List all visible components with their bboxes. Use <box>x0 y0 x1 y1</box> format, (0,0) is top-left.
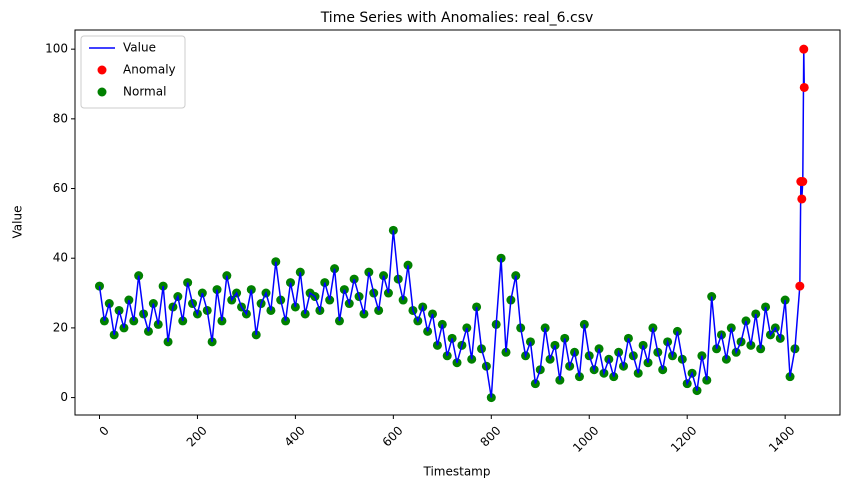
scatter-point <box>94 281 104 291</box>
scatter-point <box>795 281 805 291</box>
y-tick-label: 100 <box>45 42 68 56</box>
x-tick-label: 200 <box>184 423 210 449</box>
legend-marker <box>97 87 107 97</box>
line-series <box>98 49 805 398</box>
chart-title: Time Series with Anomalies: real_6.csv <box>320 10 594 26</box>
x-axis-label: Timestamp <box>423 465 491 479</box>
x-tick-label: 800 <box>478 423 504 449</box>
y-tick-label: 80 <box>53 111 68 125</box>
x-tick-label: 1000 <box>570 423 601 454</box>
x-tick-label: 0 <box>97 423 112 438</box>
scatter-point <box>799 82 809 92</box>
y-tick-label: 20 <box>53 320 68 334</box>
x-tick-label: 400 <box>282 423 308 449</box>
scatter-point <box>799 44 809 54</box>
scatter-point <box>798 177 808 187</box>
x-tick-label: 1200 <box>668 423 699 454</box>
scatter-point <box>797 194 807 204</box>
y-tick-label: 40 <box>53 251 68 265</box>
plot-frame <box>74 29 841 416</box>
y-axis-label: Value <box>11 206 25 239</box>
x-tick-label: 600 <box>380 423 406 449</box>
legend-marker <box>97 65 107 75</box>
y-tick-label: 60 <box>53 181 68 195</box>
legend-label: Anomaly <box>123 63 176 77</box>
legend-label: Value <box>123 41 156 55</box>
x-tick-label: 1400 <box>766 423 797 454</box>
legend-label: Normal <box>123 85 166 99</box>
legend-box <box>80 35 186 109</box>
y-tick-label: 0 <box>60 390 68 404</box>
